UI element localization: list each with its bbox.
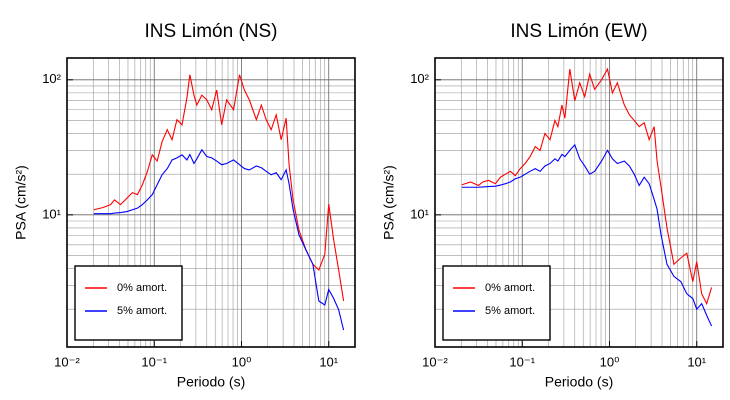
series-line <box>93 74 345 302</box>
chart-title: INS Limón (NS) <box>144 21 277 42</box>
y-axis-label: PSA (cm/s²) <box>13 165 29 240</box>
legend-box <box>442 265 551 341</box>
legend-box <box>74 265 183 341</box>
legend-label: 0% amort. <box>485 282 535 294</box>
y-axis-label: PSA (cm/s²) <box>381 165 397 240</box>
y-tick-label: 10¹ <box>410 206 429 221</box>
y-tick-label: 10² <box>42 71 61 86</box>
legend-label: 5% amort. <box>485 305 535 317</box>
x-tick-label: 10⁻¹ <box>141 354 167 369</box>
x-tick-label: 10⁻² <box>422 354 448 369</box>
legend-label: 5% amort. <box>117 305 167 317</box>
plot-frame <box>434 57 724 348</box>
y-tick-label: 10¹ <box>42 206 61 221</box>
series-line <box>461 143 713 327</box>
x-tick-label: 10⁰ <box>600 354 620 369</box>
x-tick-label: 10¹ <box>687 354 706 369</box>
x-tick-label: 10⁻¹ <box>509 354 535 369</box>
chart-title: INS Limón (EW) <box>510 21 647 42</box>
legend-label: 0% amort. <box>117 282 167 294</box>
x-axis-label: Periodo (s) <box>545 374 613 390</box>
x-tick-label: 10¹ <box>319 354 338 369</box>
x-axis-label: Periodo (s) <box>177 374 245 390</box>
plot-frame <box>66 57 356 348</box>
series-line <box>93 148 345 331</box>
x-tick-label: 10⁰ <box>232 354 252 369</box>
series-line <box>461 67 713 306</box>
y-tick-label: 10² <box>410 71 429 86</box>
x-tick-label: 10⁻² <box>54 354 80 369</box>
